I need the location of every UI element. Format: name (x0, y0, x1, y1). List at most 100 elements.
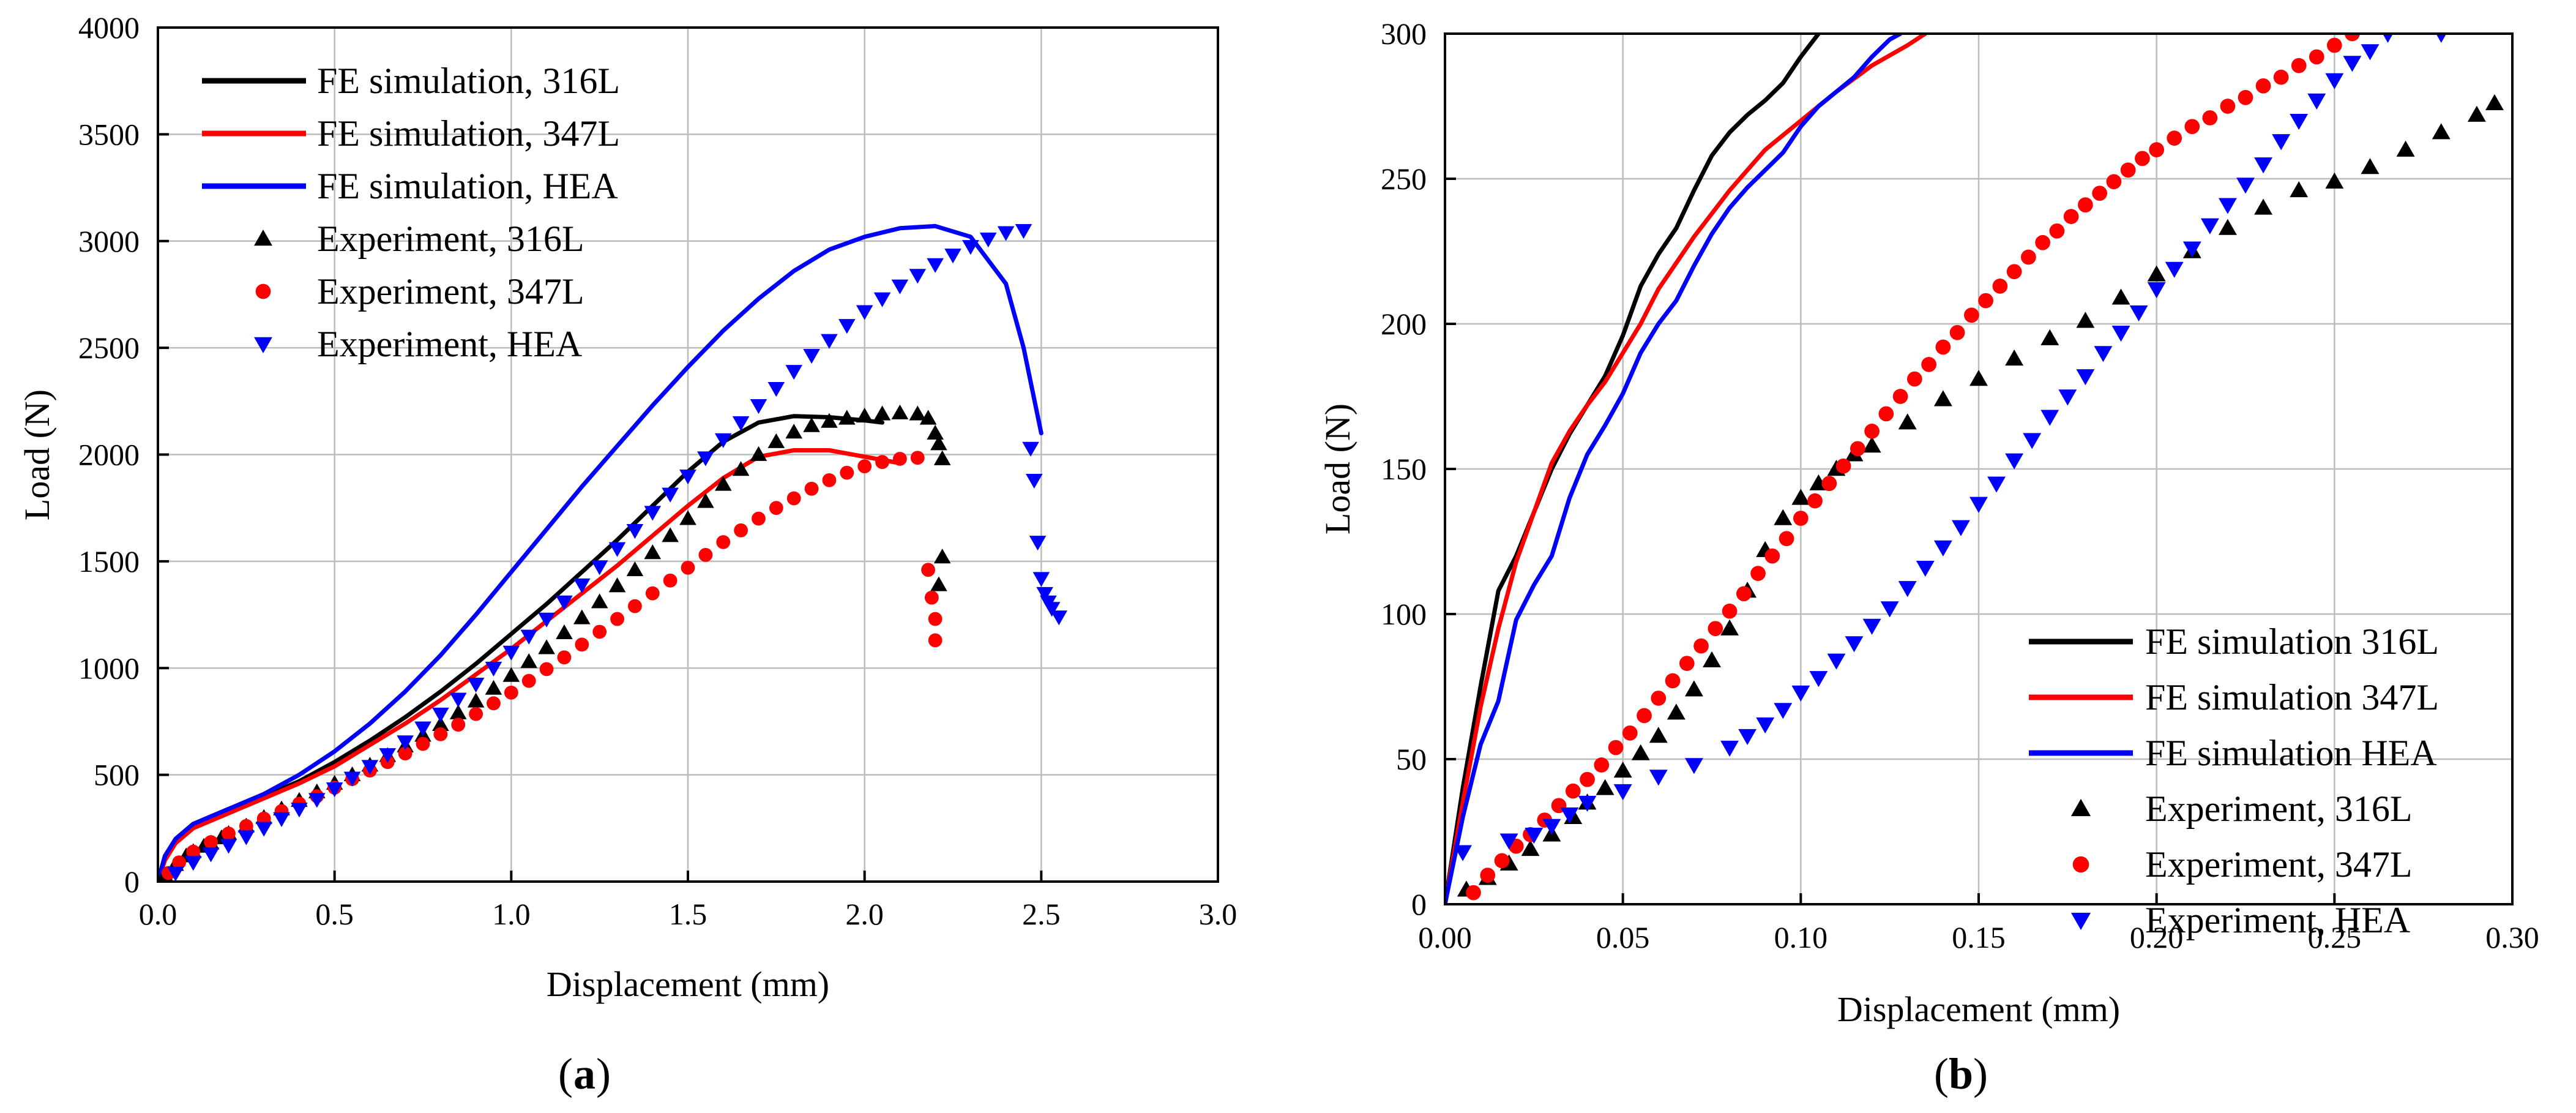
x-tick-label: 0.00 (1418, 920, 1472, 954)
chart-b-x-axis-title: Displacement (mm) (1837, 989, 2120, 1029)
data-point-ex316 (1631, 744, 1650, 760)
data-point-ex347 (1949, 324, 1965, 340)
data-point-exHEA (1951, 520, 1970, 536)
data-point-ex316 (767, 433, 785, 448)
data-point-exHEA (2307, 93, 2326, 110)
legend-item-ex347: Experiment, 347L (2072, 844, 2413, 885)
data-point-exHEA (2290, 113, 2309, 130)
data-point-exHEA (2005, 453, 2024, 470)
legend-label-feHEA: FE simulation HEA (2145, 733, 2437, 773)
data-point-exHEA (1578, 795, 1597, 812)
series-line-fe316 (158, 414, 884, 882)
data-point-ex347 (1722, 603, 1738, 619)
data-point-exHEA (2182, 241, 2201, 258)
data-point-exHEA (1791, 685, 1810, 702)
data-point-exHEA (821, 334, 838, 349)
x-tick-label: 0.20 (2130, 920, 2184, 954)
data-point-ex316 (909, 405, 927, 421)
data-point-ex316 (1720, 619, 1739, 635)
data-point-ex347 (786, 491, 801, 506)
data-point-ex347 (172, 855, 187, 870)
data-point-ex347 (2345, 34, 2360, 42)
data-point-ex347 (1580, 771, 1595, 787)
legend-swatch-exHEA (254, 337, 272, 353)
data-point-ex316 (933, 450, 951, 465)
chart-b-legend: FE simulation 316L FE simulation 347L FE s… (2029, 621, 2439, 940)
data-point-ex316 (608, 577, 626, 593)
data-point-ex316 (930, 435, 947, 451)
data-point-ex316 (644, 544, 662, 560)
data-point-ex347 (822, 473, 837, 487)
legend-item-feHEA: FE simulation, HEA (202, 166, 618, 206)
data-point-exHEA (1845, 636, 1864, 653)
data-point-ex316 (662, 527, 679, 542)
data-point-exHEA (308, 793, 326, 808)
data-point-exHEA (1933, 540, 1952, 556)
data-point-ex347 (1651, 691, 1667, 706)
data-point-ex316 (2005, 349, 2024, 366)
data-point-exHEA (1043, 602, 1061, 617)
data-point-exHEA (449, 692, 467, 708)
data-point-ex316 (2485, 94, 2504, 110)
series-ex347 (1466, 34, 2360, 901)
data-point-exHEA (2272, 134, 2291, 151)
data-point-exHEA (2236, 178, 2255, 194)
legend-swatch-ex316 (254, 230, 272, 246)
chart-b-series (1445, 34, 2504, 904)
data-point-ex316 (2111, 288, 2130, 305)
data-point-ex347 (1807, 493, 1823, 509)
data-point-ex316 (1596, 779, 1615, 795)
data-point-ex347 (1764, 548, 1780, 564)
chart-a-gridlines (158, 28, 1218, 882)
legend-item-exHEA: Experiment, HEA (254, 324, 582, 364)
y-tick-label: 150 (1381, 452, 1427, 486)
legend-label-ex316: Experiment, 316L (2145, 789, 2413, 829)
x-tick-label: 0.25 (2308, 920, 2362, 954)
data-point-ex316 (2325, 172, 2344, 189)
data-point-ex347 (469, 706, 483, 721)
chart-a-legend: FE simulation, 316L FE simulation, 347L FE… (202, 61, 620, 364)
chart-a-panel-label-open: ( (558, 1049, 573, 1098)
data-point-ex347 (487, 696, 501, 711)
data-point-exHEA (838, 319, 856, 334)
data-point-ex316 (919, 410, 937, 425)
data-point-exHEA (644, 506, 662, 521)
data-point-ex316 (1667, 703, 1686, 720)
data-point-exHEA (1499, 833, 1518, 850)
y-tick-label: 300 (1381, 17, 1427, 51)
data-point-exHEA (2436, 34, 2447, 43)
data-point-ex347 (1850, 441, 1865, 457)
data-point-ex347 (2120, 162, 2136, 178)
data-point-ex347 (2063, 209, 2079, 224)
y-tick-label: 1500 (78, 544, 140, 579)
data-point-ex347 (1665, 673, 1681, 689)
data-point-exHEA (927, 258, 944, 273)
data-point-exHEA (2023, 433, 2042, 449)
data-point-ex316 (750, 446, 767, 461)
data-point-ex347 (716, 535, 731, 549)
data-point-ex316 (2147, 265, 2166, 282)
data-point-ex316 (626, 561, 644, 577)
data-point-ex347 (2273, 69, 2289, 85)
data-point-ex316 (556, 624, 573, 640)
data-point-exHEA (2343, 56, 2362, 72)
data-point-exHEA (962, 240, 979, 255)
data-point-ex316 (1684, 680, 1703, 697)
data-point-exHEA (414, 721, 431, 736)
chart-b-panel-label: b (1949, 1049, 1973, 1098)
data-point-exHEA (2111, 326, 2130, 342)
series-line-feHEA (158, 223, 1043, 882)
data-point-exHEA (1862, 618, 1881, 635)
legend-item-ex316: Experiment, 316L (2070, 789, 2413, 829)
data-point-ex316 (1791, 489, 1810, 505)
data-point-exHEA (1613, 784, 1632, 801)
chart-b-ticks: 0.00 0.05 0.10 0.15 0.20 0.25 0.30 0 50 100 150 200… (1381, 17, 2539, 954)
data-point-exHEA (997, 226, 1015, 241)
data-point-ex347 (186, 844, 201, 859)
data-point-ex316 (2218, 219, 2237, 235)
data-point-ex316 (856, 407, 873, 423)
chart-a-panel-label-close: ) (596, 1049, 611, 1098)
data-point-exHEA (1036, 586, 1053, 602)
data-point-ex347 (910, 451, 925, 465)
data-point-ex347 (239, 819, 253, 833)
